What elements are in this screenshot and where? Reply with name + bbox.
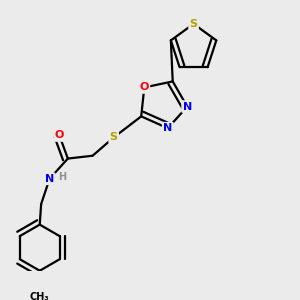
Text: N: N xyxy=(183,102,192,112)
Text: H: H xyxy=(58,172,66,182)
Text: CH₃: CH₃ xyxy=(30,292,50,300)
Text: O: O xyxy=(140,82,149,92)
Text: S: S xyxy=(190,19,198,29)
Text: N: N xyxy=(163,123,172,133)
Text: O: O xyxy=(55,130,64,140)
Text: N: N xyxy=(45,174,54,184)
Text: S: S xyxy=(110,133,118,142)
